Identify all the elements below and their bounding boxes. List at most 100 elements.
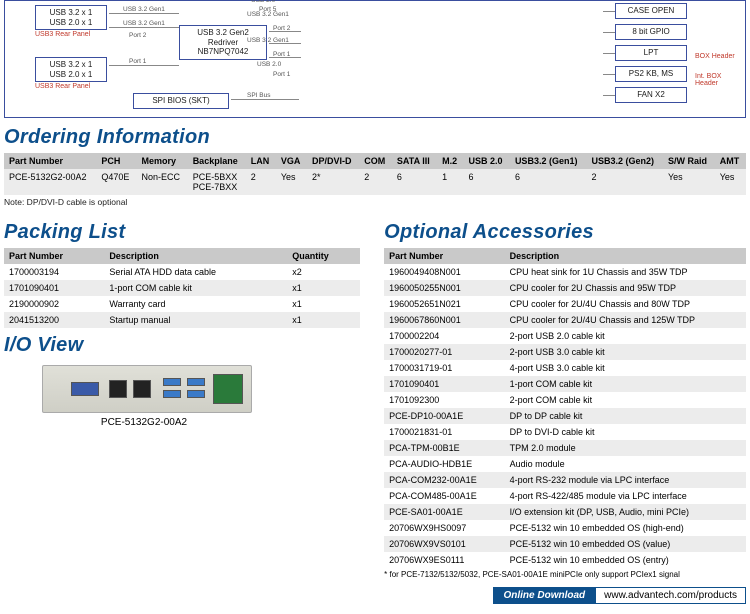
bus-label: USB 3.2 Gen1: [247, 37, 289, 44]
cell: Serial ATA HDD data cable: [104, 264, 287, 280]
header-box: LPT: [615, 45, 687, 61]
accessory-row: PCA-AUDIO-HDB1EAudio module: [384, 456, 746, 472]
cell: 1700031719-01: [384, 360, 504, 376]
cell: 6: [392, 169, 437, 195]
accessories-table: Part NumberDescription 1960049408N001CPU…: [384, 248, 746, 568]
usb-stack-2: USB 3.2 x 1 USB 2.0 x 1: [35, 57, 107, 82]
cell: CPU cooler for 2U Chassis and 95W TDP: [505, 280, 746, 296]
col-header: USB3.2 (Gen1): [510, 153, 587, 169]
col-header: USB3.2 (Gen2): [586, 153, 663, 169]
col-header: LAN: [246, 153, 276, 169]
col-header: Quantity: [287, 248, 360, 264]
header-box: FAN X2: [615, 87, 687, 103]
cell: 1-port COM cable kit: [104, 280, 287, 296]
cell: Q470E: [96, 169, 136, 195]
cell: PCE-5132 win 10 embedded OS (entry): [505, 552, 746, 568]
port-label: Port 1: [273, 51, 290, 58]
accessory-row: 1960049408N001CPU heat sink for 1U Chass…: [384, 264, 746, 280]
io-heading: I/O View: [4, 334, 360, 357]
text: NB7NPQ7042: [184, 47, 262, 57]
accessory-row: 17000022042-port USB 2.0 cable kit: [384, 328, 746, 344]
cell: 1960067860N001: [384, 312, 504, 328]
cell: 2041513200: [4, 312, 104, 328]
bus-label: USB 2.0: [251, 0, 275, 4]
col-header: PCH: [96, 153, 136, 169]
col-header: Part Number: [384, 248, 504, 264]
usb-stack-1: USB 3.2 x 1 USB 2.0 x 1: [35, 5, 107, 30]
col-header: Description: [104, 248, 287, 264]
header-box: 8 bit GPIO: [615, 24, 687, 40]
cell: 1700003194: [4, 264, 104, 280]
cell: 2-port USB 3.0 cable kit: [505, 344, 746, 360]
cell: PCA-COM485-00A1E: [384, 488, 504, 504]
cell: 1701090401: [4, 280, 104, 296]
cell: 2-port COM cable kit: [505, 392, 746, 408]
cell: 20706WX9VS0101: [384, 536, 504, 552]
download-bar: Online Download www.advantech.com/produc…: [4, 587, 746, 604]
cell: 1-port COM cable kit: [505, 376, 746, 392]
col-header: Part Number: [4, 153, 96, 169]
cell: CPU heat sink for 1U Chassis and 35W TDP: [505, 264, 746, 280]
cell: 4-port RS-422/485 module via LPC interfa…: [505, 488, 746, 504]
packing-table: Part NumberDescriptionQuantity 170000319…: [4, 248, 360, 328]
download-url[interactable]: www.advantech.com/products: [595, 587, 746, 604]
header-note: BOX Header: [695, 53, 735, 60]
accessory-row: 20706WX9VS0101PCE-5132 win 10 embedded O…: [384, 536, 746, 552]
cell: PCA-TPM-00B1E: [384, 440, 504, 456]
accessory-row: 1700021831-01DP to DVI-D cable kit: [384, 424, 746, 440]
cell: x2: [287, 264, 360, 280]
port-label: Port 1: [129, 58, 146, 65]
text: USB 3.2 x 1: [40, 8, 102, 18]
accessories-heading: Optional Accessories: [384, 221, 746, 244]
cell: 1700021831-01: [384, 424, 504, 440]
rear-panel-label: USB3 Rear Panel: [35, 83, 90, 90]
accessory-row: 17010904011-port COM cable kit: [384, 376, 746, 392]
cell: Yes: [715, 169, 746, 195]
packing-heading: Packing List: [4, 221, 360, 244]
accessory-row: 1960067860N001CPU cooler for 2U/4U Chass…: [384, 312, 746, 328]
ordering-row: PCE-5132G2-00A2Q470ENon-ECCPCE-5BXX PCE-…: [4, 169, 746, 195]
accessory-row: 1700031719-014-port USB 3.0 cable kit: [384, 360, 746, 376]
packing-row: 17010904011-port COM cable kitx1: [4, 280, 360, 296]
accessory-row: 1700020277-012-port USB 3.0 cable kit: [384, 344, 746, 360]
cell: x1: [287, 280, 360, 296]
block-diagram: USB 3.2 x 1 USB 2.0 x 1 USB3 Rear Panel …: [4, 0, 746, 118]
cell: Startup manual: [104, 312, 287, 328]
col-header: Memory: [137, 153, 188, 169]
cell: 4-port USB 3.0 cable kit: [505, 360, 746, 376]
cell: PCE-5132G2-00A2: [4, 169, 96, 195]
cell: 1700002204: [384, 328, 504, 344]
col-header: M.2: [437, 153, 463, 169]
cell: DP to DP cable kit: [505, 408, 746, 424]
accessory-row: PCA-COM232-00A1E4-port RS-232 module via…: [384, 472, 746, 488]
cell: 1960049408N001: [384, 264, 504, 280]
cell: PCE-SA01-00A1E: [384, 504, 504, 520]
accessory-row: 17010923002-port COM cable kit: [384, 392, 746, 408]
cell: PCE-5BXX PCE-7BXX: [188, 169, 246, 195]
col-header: COM: [359, 153, 392, 169]
col-header: Description: [505, 248, 746, 264]
col-header: DP/DVI-D: [307, 153, 359, 169]
cell: PCA-COM232-00A1E: [384, 472, 504, 488]
cell: Warranty card: [104, 296, 287, 312]
bus-label: SPI Bus: [247, 92, 270, 99]
cell: PCE-5132 win 10 embedded OS (value): [505, 536, 746, 552]
port-label: Port 1: [273, 71, 290, 78]
cell: 4-port RS-232 module via LPC interface: [505, 472, 746, 488]
packing-row: 2041513200Startup manualx1: [4, 312, 360, 328]
cell: PCE-DP10-00A1E: [384, 408, 504, 424]
header-box: CASE OPEN: [615, 3, 687, 19]
cell: TPM 2.0 module: [505, 440, 746, 456]
packing-row: 1700003194Serial ATA HDD data cablex2: [4, 264, 360, 280]
text: USB 3.2 x 1: [40, 60, 102, 70]
accessory-row: PCE-SA01-00A1EI/O extension kit (DP, USB…: [384, 504, 746, 520]
cell: 2: [586, 169, 663, 195]
accessories-footnote: * for PCE-7132/5132/5032, PCE-SA01-00A1E…: [384, 570, 746, 579]
cell: CPU cooler for 2U/4U Chassis and 125W TD…: [505, 312, 746, 328]
col-header: AMT: [715, 153, 746, 169]
accessory-row: 20706WX9ES0111PCE-5132 win 10 embedded O…: [384, 552, 746, 568]
rear-panel-label: USB3 Rear Panel: [35, 31, 90, 38]
col-header: Backplane: [188, 153, 246, 169]
cell: 1960050255N001: [384, 280, 504, 296]
cell: 1960052651N021: [384, 296, 504, 312]
